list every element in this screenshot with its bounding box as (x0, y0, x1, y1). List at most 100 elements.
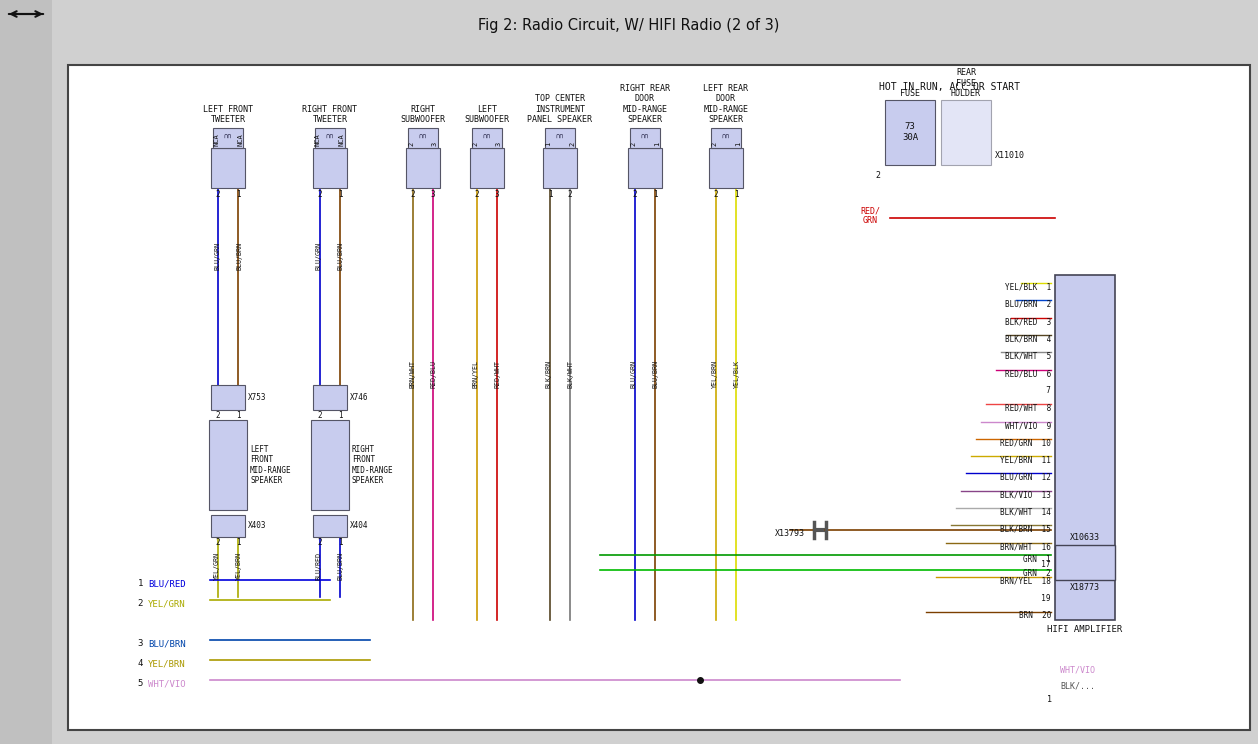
Text: HOT IN RUN, ACC OR START: HOT IN RUN, ACC OR START (879, 82, 1020, 92)
Text: 3: 3 (430, 190, 435, 199)
Text: 1: 1 (653, 190, 658, 199)
Text: 3: 3 (494, 190, 499, 199)
FancyBboxPatch shape (213, 128, 243, 148)
Text: BLU/GRN  12: BLU/GRN 12 (1000, 473, 1050, 482)
Text: BRN/WHT  16: BRN/WHT 16 (1000, 542, 1050, 551)
Text: 17: 17 (1033, 559, 1050, 568)
Text: NCA: NCA (314, 133, 321, 146)
Text: X403: X403 (248, 522, 267, 530)
Text: 2: 2 (215, 190, 220, 199)
Text: X404: X404 (350, 522, 369, 530)
Text: 2: 2 (876, 171, 881, 180)
FancyBboxPatch shape (628, 148, 662, 188)
Text: WHT/VIO  9: WHT/VIO 9 (1005, 421, 1050, 430)
Text: 1: 1 (235, 411, 240, 420)
Text: WHT/VIO: WHT/VIO (148, 679, 186, 688)
Text: 2: 2 (630, 142, 637, 146)
Text: YEL/BRN: YEL/BRN (712, 360, 718, 388)
FancyBboxPatch shape (5, 220, 47, 268)
FancyBboxPatch shape (406, 148, 440, 188)
Text: BRN/YEL: BRN/YEL (473, 360, 479, 388)
Text: 2: 2 (215, 538, 220, 547)
Text: BLU/BRN: BLU/BRN (653, 360, 659, 388)
Text: BLK/VIO  13: BLK/VIO 13 (1000, 490, 1050, 499)
Text: BLK/BRN  15: BLK/BRN 15 (1000, 525, 1050, 534)
Text: BLK/BRN: BLK/BRN (546, 360, 552, 388)
Text: REAR
FUSE
HOLDER: REAR FUSE HOLDER (951, 68, 981, 98)
FancyBboxPatch shape (884, 100, 935, 165)
Text: X746: X746 (350, 393, 369, 402)
Text: NCA: NCA (338, 133, 345, 146)
Text: HIFI AMPLIFIER: HIFI AMPLIFIER (1048, 625, 1122, 634)
Text: 2: 2 (318, 411, 322, 420)
Text: BLU/GRN: BLU/GRN (214, 242, 220, 270)
Text: X10633: X10633 (1071, 533, 1099, 542)
Text: 2: 2 (215, 411, 220, 420)
Text: 1: 1 (733, 190, 738, 199)
Text: ∩∩: ∩∩ (224, 133, 233, 139)
Text: RED/WHT: RED/WHT (494, 360, 501, 388)
Text: BRN  20: BRN 20 (1019, 612, 1050, 620)
Text: BRN/YEL  18: BRN/YEL 18 (1000, 577, 1050, 586)
Text: BLU/RED: BLU/RED (316, 552, 322, 580)
Text: 1: 1 (654, 142, 660, 146)
FancyBboxPatch shape (313, 148, 347, 188)
Text: TOP CENTER
INSTRUMENT
PANEL SPEAKER: TOP CENTER INSTRUMENT PANEL SPEAKER (527, 94, 593, 124)
Text: 1: 1 (337, 411, 342, 420)
Text: ∩∩: ∩∩ (556, 133, 565, 139)
FancyBboxPatch shape (5, 44, 47, 92)
Text: ∩∩: ∩∩ (640, 133, 649, 139)
Text: 2: 2 (410, 190, 415, 199)
Text: 1: 1 (1047, 696, 1052, 705)
Text: 2: 2 (318, 538, 322, 547)
FancyBboxPatch shape (5, 460, 47, 508)
Text: BLU/BRN: BLU/BRN (338, 242, 343, 270)
Text: RED/BLU  6: RED/BLU 6 (1005, 369, 1050, 378)
Text: 3: 3 (137, 640, 143, 649)
Text: 1: 1 (735, 142, 741, 146)
FancyBboxPatch shape (5, 100, 47, 148)
Text: LEFT
SUBWOOFER: LEFT SUBWOOFER (464, 105, 509, 124)
Text: GRN  2: GRN 2 (1023, 569, 1050, 579)
Text: BLU/BRN: BLU/BRN (237, 242, 242, 270)
Text: NCA: NCA (213, 133, 219, 146)
Text: LEFT
FRONT
MID-RANGE
SPEAKER: LEFT FRONT MID-RANGE SPEAKER (250, 445, 292, 485)
FancyBboxPatch shape (211, 385, 245, 410)
FancyBboxPatch shape (314, 128, 345, 148)
Text: X753: X753 (248, 393, 267, 402)
Text: 2: 2 (137, 600, 143, 609)
Text: GRN  1: GRN 1 (1023, 554, 1050, 563)
Text: 1: 1 (337, 538, 342, 547)
Text: 3: 3 (496, 142, 502, 146)
Text: RIGHT
SUBWOOFER: RIGHT SUBWOOFER (400, 105, 445, 124)
FancyBboxPatch shape (311, 420, 348, 510)
Text: RED/
GRN: RED/ GRN (860, 206, 881, 225)
Text: BLU/BRN: BLU/BRN (338, 552, 343, 580)
Text: 2: 2 (318, 190, 322, 199)
Text: 2: 2 (633, 190, 638, 199)
FancyBboxPatch shape (1055, 545, 1115, 580)
FancyBboxPatch shape (710, 148, 743, 188)
Text: 1: 1 (235, 538, 240, 547)
FancyBboxPatch shape (543, 148, 577, 188)
FancyBboxPatch shape (472, 128, 502, 148)
Text: Fig 2: Radio Circuit, W/ HIFI Radio (2 of 3): Fig 2: Radio Circuit, W/ HIFI Radio (2 o… (478, 18, 780, 33)
Text: YEL/BLK: YEL/BLK (733, 360, 740, 388)
Text: 4: 4 (137, 659, 143, 669)
Text: 2: 2 (569, 142, 575, 146)
Text: 73
30A: 73 30A (902, 122, 918, 141)
Text: ∩∩: ∩∩ (326, 133, 335, 139)
Text: BLU/RED: BLU/RED (148, 580, 186, 589)
Text: 1: 1 (547, 190, 552, 199)
Text: YEL/BRN  11: YEL/BRN 11 (1000, 455, 1050, 465)
Text: FUSE: FUSE (899, 89, 920, 98)
Text: X18773: X18773 (1071, 583, 1099, 592)
Text: BLU/GRN: BLU/GRN (632, 360, 637, 388)
FancyBboxPatch shape (313, 385, 347, 410)
FancyBboxPatch shape (211, 515, 245, 537)
FancyBboxPatch shape (209, 420, 247, 510)
Text: RED/WHT  8: RED/WHT 8 (1005, 404, 1050, 413)
Text: YEL/BRN: YEL/BRN (237, 552, 242, 580)
Text: 1: 1 (545, 142, 551, 146)
Text: BLU/BRN  2: BLU/BRN 2 (1005, 300, 1050, 309)
